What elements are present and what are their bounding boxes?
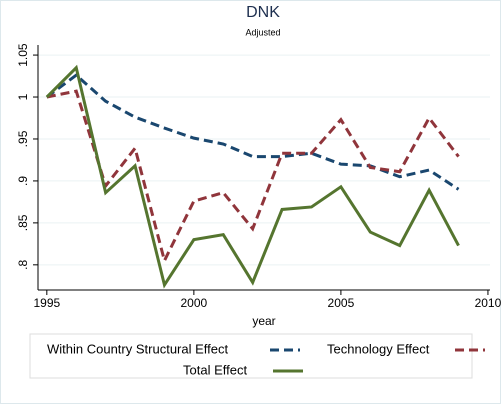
legend-label: Within Country Structural Effect (47, 341, 228, 356)
line-series (45, 64, 460, 289)
y-tick-label: .9 (16, 176, 30, 186)
chart-title: DNK (246, 4, 280, 21)
y-tick-label: .85 (16, 214, 30, 231)
y-tick-label: 1 (16, 93, 30, 100)
line-series (46, 89, 460, 265)
x-axis-label: year (252, 314, 275, 328)
x-tick-label: 2010 (475, 296, 501, 310)
line-series (45, 73, 460, 191)
y-tick-label: .95 (16, 130, 30, 147)
chart-subtitle: Adjusted (245, 27, 280, 37)
y-tick-label: .8 (16, 260, 30, 270)
x-tick-label: 2005 (328, 296, 355, 310)
y-tick-label: 1.05 (16, 43, 30, 67)
x-tick-label: 2000 (181, 296, 208, 310)
legend-label: Technology Effect (327, 341, 430, 356)
legend (29, 333, 473, 379)
x-tick-label: 1995 (33, 296, 60, 310)
legend-label: Total Effect (183, 362, 247, 377)
